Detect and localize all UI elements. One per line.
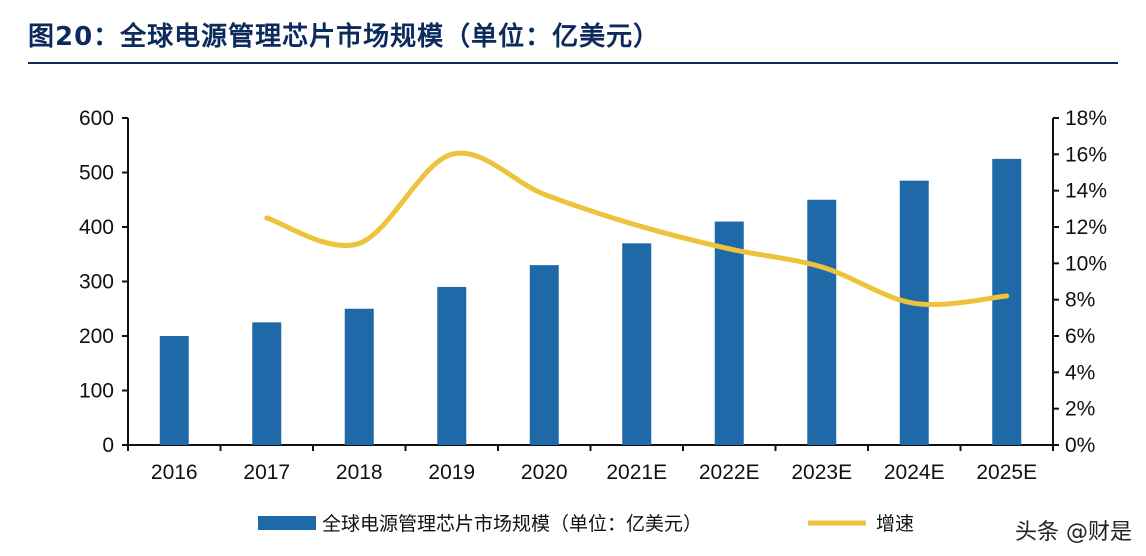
right-tick-label: 18% [1065, 107, 1107, 130]
right-tick-label: 12% [1065, 216, 1107, 239]
left-tick-label: 0 [102, 434, 114, 457]
x-tick-label: 2022E [699, 461, 760, 484]
right-tick-label: 0% [1065, 434, 1095, 457]
x-tick-label: 2021E [606, 461, 667, 484]
bar [344, 308, 374, 445]
bar [159, 336, 189, 445]
right-tick-label: 8% [1065, 289, 1095, 312]
x-tick-label: 2020 [521, 461, 568, 484]
x-tick-label: 2025E [976, 461, 1037, 484]
left-tick-label: 500 [79, 162, 114, 185]
x-tick-label: 2017 [243, 461, 290, 484]
x-tick-label: 2023E [791, 461, 852, 484]
bar [529, 265, 559, 445]
bar [622, 243, 652, 445]
chart-title: 图20：全球电源管理芯片市场规模（单位：亿美元） [28, 22, 661, 52]
right-tick-label: 14% [1065, 180, 1107, 203]
x-tick-label: 2024E [884, 461, 945, 484]
watermark: 头条 @财是 [1015, 520, 1132, 545]
left-tick-label: 100 [79, 380, 114, 403]
bar [899, 180, 929, 446]
left-tick-label: 400 [79, 216, 114, 239]
right-tick-label: 2% [1065, 398, 1095, 421]
bar [437, 286, 467, 445]
x-tick-label: 2016 [151, 461, 198, 484]
x-tick-label: 2019 [428, 461, 475, 484]
legend-bar-swatch [258, 516, 316, 530]
right-tick-label: 16% [1065, 143, 1107, 166]
left-tick-label: 200 [79, 325, 114, 348]
x-tick-label: 2018 [336, 461, 383, 484]
right-tick-label: 10% [1065, 252, 1107, 275]
bar [807, 199, 837, 445]
bar [714, 221, 744, 445]
left-tick-label: 300 [79, 271, 114, 294]
left-tick-label: 600 [79, 107, 114, 130]
legend-line-label: 增速 [876, 513, 914, 535]
title-divider [28, 62, 1118, 64]
right-tick-label: 6% [1065, 325, 1095, 348]
right-tick-label: 4% [1065, 361, 1095, 384]
bar [252, 322, 282, 445]
legend-bar-label: 全球电源管理芯片市场规模（单位：亿美元） [322, 513, 702, 535]
growth-line [264, 150, 1010, 308]
bar [992, 158, 1022, 445]
